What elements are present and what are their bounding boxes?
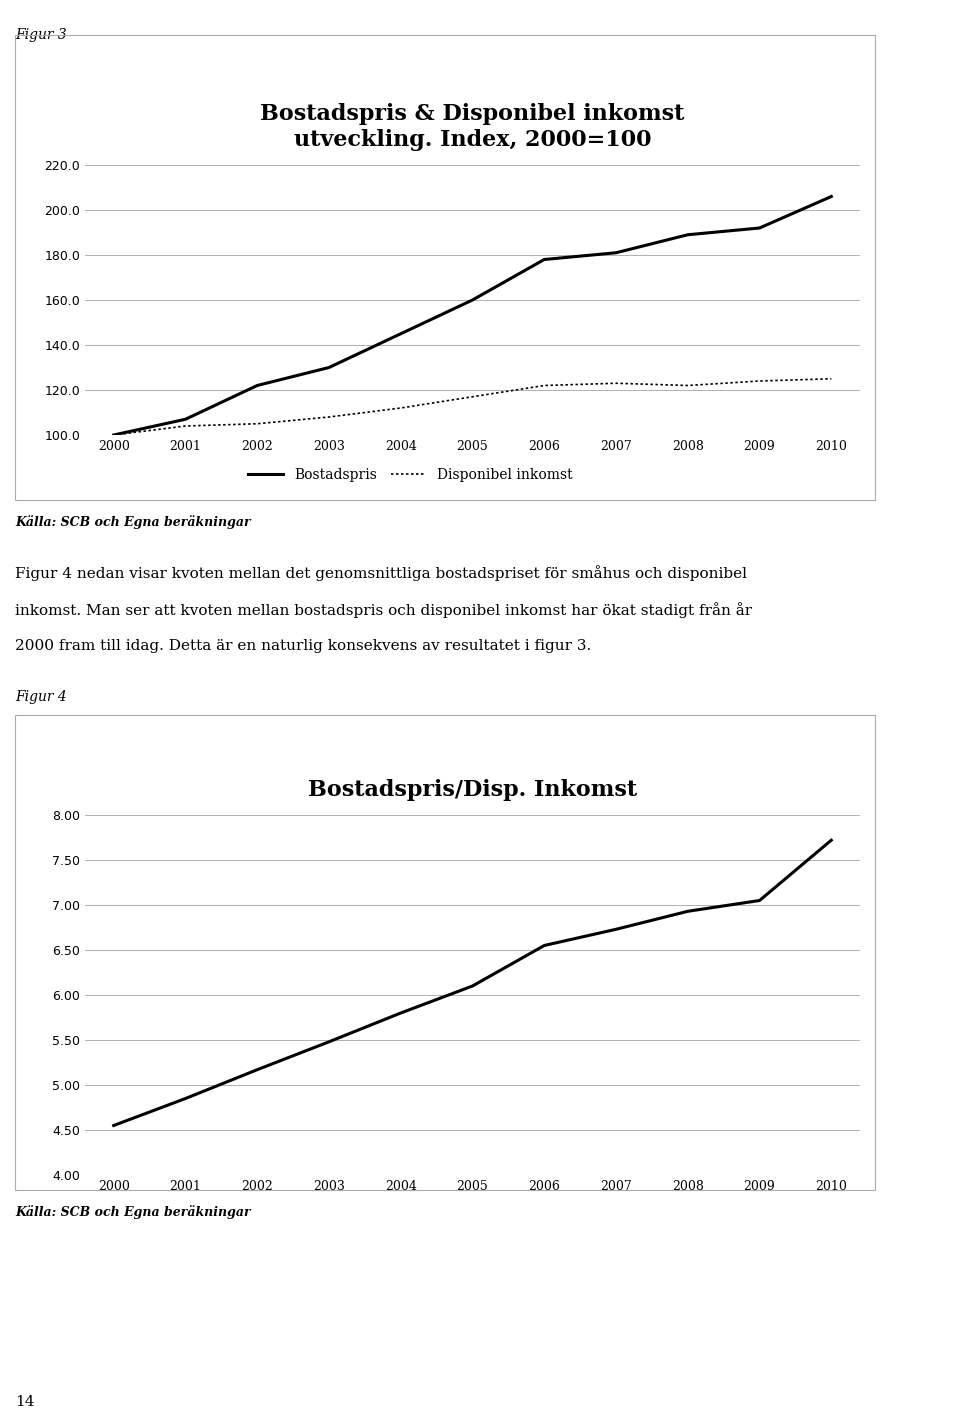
Title: Bostadspris & Disponibel inkomst
utveckling. Index, 2000=100: Bostadspris & Disponibel inkomst utveckl… bbox=[260, 104, 684, 151]
Text: Källa: SCB och Egna beräkningar: Källa: SCB och Egna beräkningar bbox=[15, 515, 251, 529]
Legend: Bostadspris, Disponibel inkomst: Bostadspris, Disponibel inkomst bbox=[243, 462, 578, 488]
Text: 14: 14 bbox=[15, 1395, 35, 1409]
Text: Figur 4: Figur 4 bbox=[15, 690, 67, 704]
Text: 2000 fram till idag. Detta är en naturlig konsekvens av resultatet i figur 3.: 2000 fram till idag. Detta är en naturli… bbox=[15, 638, 591, 653]
Text: Källa: SCB och Egna beräkningar: Källa: SCB och Egna beräkningar bbox=[15, 1204, 251, 1219]
Text: inkomst. Man ser att kvoten mellan bostadspris och disponibel inkomst har ökat s: inkomst. Man ser att kvoten mellan bosta… bbox=[15, 602, 752, 619]
Text: Figur 4 nedan visar kvoten mellan det genomsnittliga bostadspriset för småhus oc: Figur 4 nedan visar kvoten mellan det ge… bbox=[15, 565, 747, 580]
Text: Figur 3: Figur 3 bbox=[15, 28, 67, 43]
Title: Bostadspris/Disp. Inkomst: Bostadspris/Disp. Inkomst bbox=[308, 779, 637, 801]
